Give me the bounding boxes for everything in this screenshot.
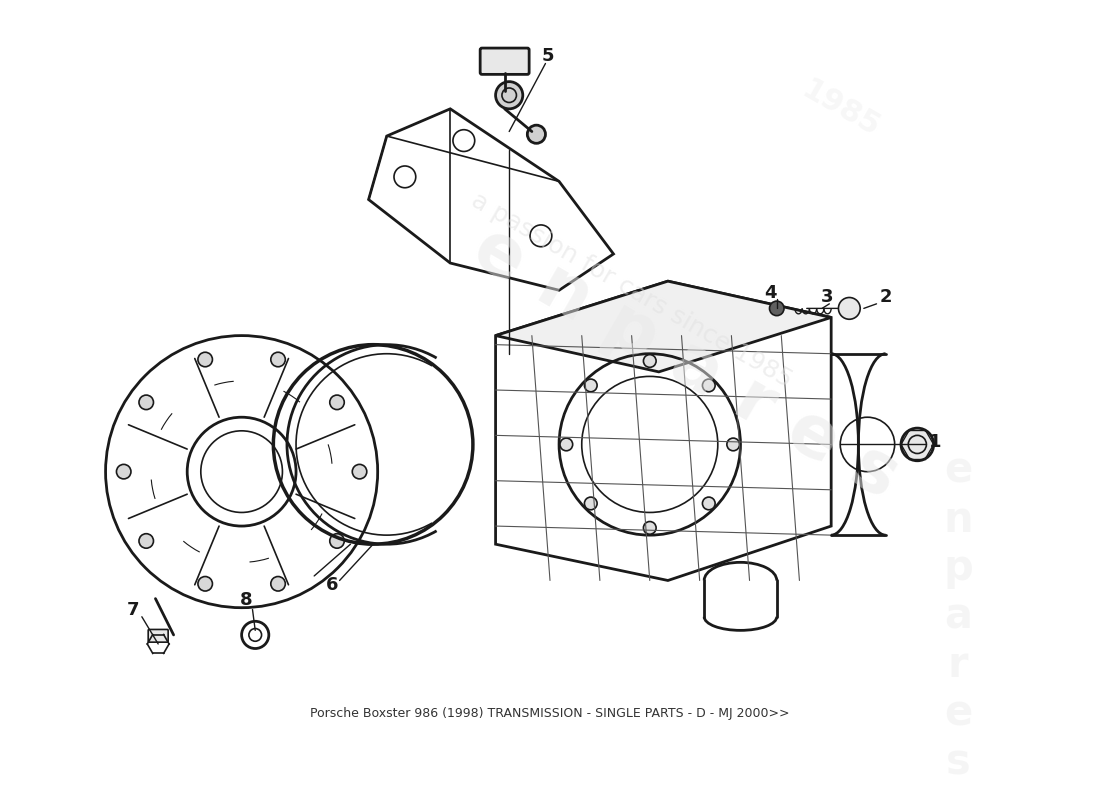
Circle shape [271, 577, 285, 591]
Text: 3: 3 [821, 289, 833, 306]
Circle shape [496, 82, 522, 109]
Circle shape [727, 438, 739, 450]
Circle shape [770, 301, 784, 316]
Polygon shape [496, 281, 832, 372]
Text: e
n
p
a
r
e
s: e n p a r e s [943, 450, 974, 783]
Circle shape [703, 497, 715, 510]
Text: Porsche Boxster 986 (1998) TRANSMISSION - SINGLE PARTS - D - MJ 2000>>: Porsche Boxster 986 (1998) TRANSMISSION … [310, 707, 790, 721]
Circle shape [703, 379, 715, 392]
Text: 6: 6 [326, 576, 339, 594]
Circle shape [644, 522, 656, 534]
Text: 1: 1 [930, 433, 942, 450]
Circle shape [584, 379, 597, 392]
Circle shape [644, 354, 656, 367]
Polygon shape [368, 109, 614, 290]
FancyBboxPatch shape [481, 48, 529, 74]
Text: a passion for cars since 1985: a passion for cars since 1985 [468, 188, 796, 392]
Text: 4: 4 [764, 284, 777, 302]
Text: e n p a r e s: e n p a r e s [461, 213, 911, 513]
Circle shape [198, 352, 212, 366]
Text: 1985: 1985 [796, 75, 884, 142]
Circle shape [271, 352, 285, 366]
Circle shape [352, 464, 366, 479]
Circle shape [117, 464, 131, 479]
Circle shape [560, 438, 573, 450]
Circle shape [838, 298, 860, 319]
Circle shape [330, 534, 344, 548]
Text: 7: 7 [126, 602, 139, 619]
Circle shape [330, 395, 344, 410]
Circle shape [139, 534, 154, 548]
Text: 2: 2 [879, 289, 892, 306]
Circle shape [198, 577, 212, 591]
Circle shape [527, 125, 546, 143]
Polygon shape [496, 281, 832, 581]
Circle shape [901, 428, 934, 461]
Circle shape [584, 497, 597, 510]
Text: 8: 8 [240, 591, 253, 610]
Text: 5: 5 [542, 47, 554, 66]
Circle shape [139, 395, 154, 410]
FancyBboxPatch shape [148, 630, 168, 642]
